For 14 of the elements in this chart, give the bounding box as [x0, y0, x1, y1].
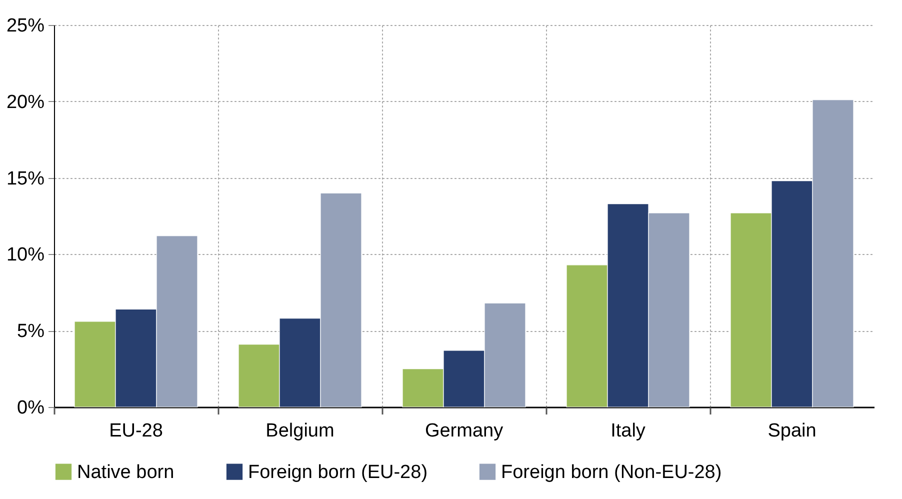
y-tick-label: 25% — [6, 16, 45, 36]
legend-label: Foreign born (EU-28) — [248, 462, 428, 483]
y-tick-label: 15% — [6, 168, 45, 190]
y-tick-label: 20% — [6, 92, 45, 113]
x-tick-label: Belgium — [266, 420, 334, 442]
x-tick-label: Italy — [610, 420, 646, 442]
legend-label: Foreign born (Non-EU-28) — [501, 462, 722, 483]
y-tick-label: 0% — [17, 398, 45, 418]
x-tick-label: EU-28 — [109, 420, 163, 442]
y-tick-label: 10% — [6, 244, 45, 266]
y-tick-label: 5% — [17, 321, 45, 342]
x-tick-label: Spain — [768, 420, 816, 442]
legend-label: Native born — [77, 462, 174, 483]
x-tick-label: Germany — [424, 420, 504, 442]
